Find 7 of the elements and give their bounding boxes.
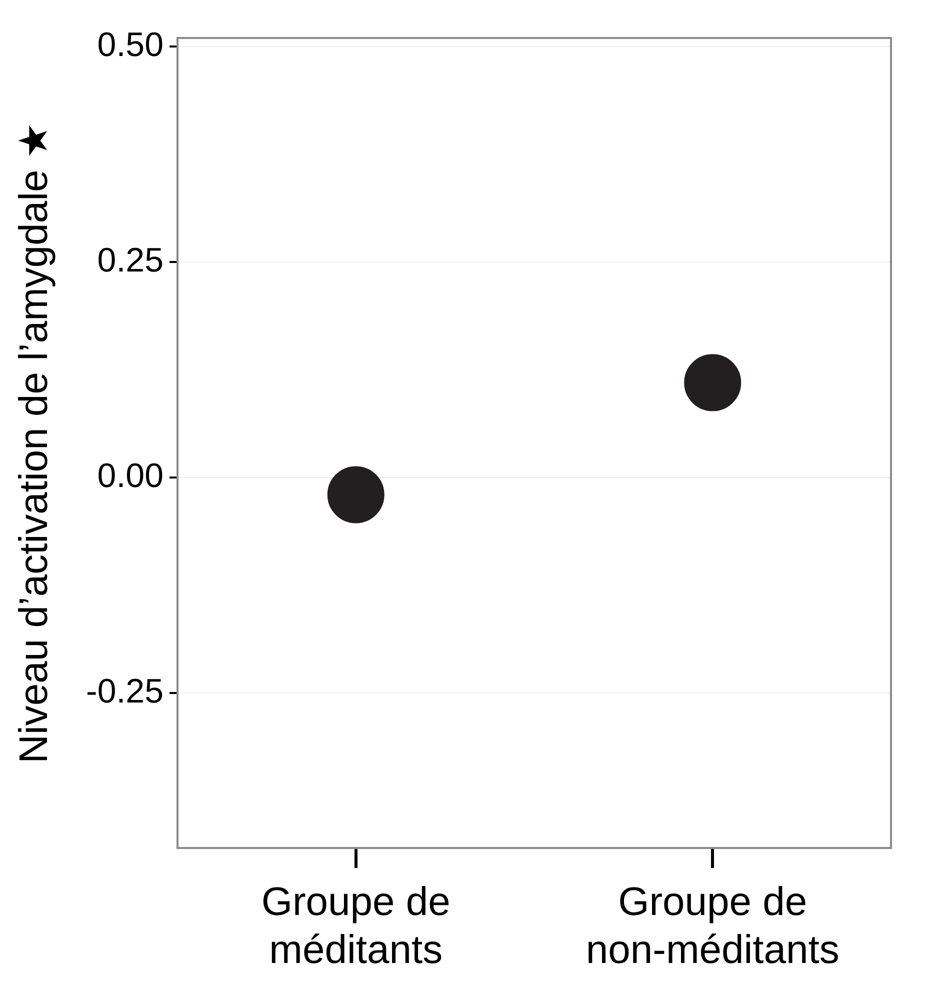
x-tick-label: Groupe de méditants <box>261 880 450 972</box>
y-tick-label: -0.25 <box>86 672 164 710</box>
x-tick-label: Groupe de non-méditants <box>586 880 840 972</box>
y-axis-title: Niveau d’activation de l’amygdale ★ <box>12 122 56 764</box>
y-tick-label: 0.50 <box>97 26 164 64</box>
y-tick-label: 0.00 <box>97 456 164 495</box>
y-tick-label: 0.25 <box>97 241 164 280</box>
